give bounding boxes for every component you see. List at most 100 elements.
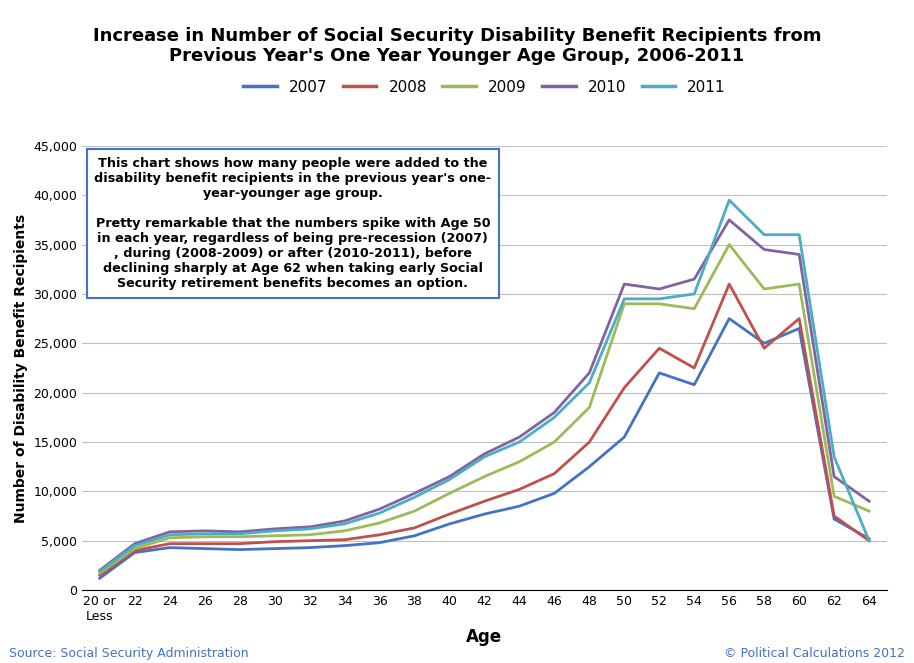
Line: 2008: 2008 [100,284,869,575]
Y-axis label: Number of Disability Benefit Recipients: Number of Disability Benefit Recipients [14,213,28,522]
2008 [759,344,770,352]
2008 [94,572,105,579]
2010 [514,433,525,441]
2009 [724,241,735,249]
2011 [199,530,210,538]
2011 [514,438,525,446]
2008 [619,384,630,392]
2009 [479,473,490,481]
2011 [619,295,630,303]
2010 [654,285,664,293]
2010 [129,540,140,548]
2007 [864,535,875,543]
2008 [479,497,490,505]
2010 [374,505,385,513]
Line: 2007: 2007 [100,319,869,578]
2008 [689,364,700,372]
2011 [829,453,840,461]
2008 [514,485,525,493]
2009 [793,280,804,288]
2009 [549,438,560,446]
2011 [234,530,245,538]
2007 [304,544,315,552]
2011 [304,525,315,533]
2007 [129,548,140,556]
2009 [234,533,245,541]
2009 [339,527,350,535]
2007 [549,489,560,497]
2008 [304,537,315,545]
2008 [165,540,175,548]
2009 [654,300,664,308]
2008 [654,344,664,352]
2007 [724,315,735,323]
2008 [864,537,875,545]
Text: © Political Calculations 2012: © Political Calculations 2012 [724,646,905,660]
2009 [409,507,420,515]
2007 [584,463,595,471]
Text: Source: Social Security Administration: Source: Social Security Administration [9,646,249,660]
2011 [654,295,664,303]
2007 [654,369,664,377]
2007 [444,520,455,528]
2007 [374,539,385,547]
2009 [829,493,840,501]
2010 [269,525,280,533]
2011 [409,493,420,501]
2008 [234,540,245,548]
2011 [479,453,490,461]
2008 [269,538,280,546]
2007 [199,544,210,552]
2008 [199,540,210,548]
2009 [94,570,105,577]
2010 [829,473,840,481]
2009 [269,532,280,540]
2011 [689,290,700,298]
2010 [199,527,210,535]
2007 [689,381,700,389]
2007 [269,544,280,552]
2010 [409,489,420,497]
2009 [304,531,315,539]
2009 [584,404,595,412]
2011 [269,527,280,535]
2010 [234,528,245,536]
2009 [199,533,210,541]
Legend: 2007, 2008, 2009, 2010, 2011: 2007, 2008, 2009, 2010, 2011 [237,74,732,101]
2008 [374,531,385,539]
2009 [374,519,385,527]
2007 [793,324,804,332]
X-axis label: Age: Age [466,629,503,646]
2007 [94,574,105,582]
Line: 2009: 2009 [100,245,869,573]
2010 [549,408,560,416]
2011 [374,509,385,517]
2010 [689,275,700,283]
2009 [165,534,175,542]
2011 [94,568,105,575]
2010 [619,280,630,288]
2011 [165,531,175,539]
Text: This chart shows how many people were added to the
disability benefit recipients: This chart shows how many people were ad… [94,157,492,290]
2008 [129,546,140,554]
2007 [234,546,245,554]
2007 [409,532,420,540]
2008 [584,438,595,446]
2011 [129,542,140,550]
2008 [793,315,804,323]
2011 [724,196,735,204]
2008 [829,512,840,520]
2011 [549,413,560,421]
2007 [479,510,490,518]
2010 [793,251,804,259]
2007 [829,515,840,523]
2010 [444,473,455,481]
2010 [94,566,105,574]
2010 [479,450,490,458]
Line: 2010: 2010 [100,220,869,570]
2009 [514,457,525,465]
2009 [619,300,630,308]
2010 [724,216,735,224]
2011 [793,231,804,239]
2008 [339,536,350,544]
